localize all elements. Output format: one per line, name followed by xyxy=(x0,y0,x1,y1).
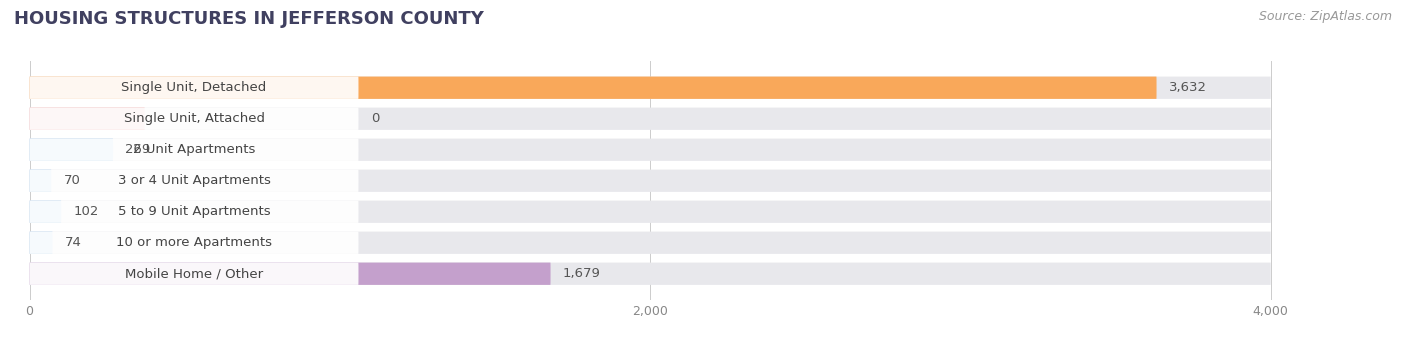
Text: 0: 0 xyxy=(371,112,380,125)
FancyBboxPatch shape xyxy=(30,77,1271,99)
Text: 3,632: 3,632 xyxy=(1168,81,1206,94)
Text: 2 Unit Apartments: 2 Unit Apartments xyxy=(132,143,256,156)
Text: 269: 269 xyxy=(125,143,150,156)
FancyBboxPatch shape xyxy=(30,107,359,130)
FancyBboxPatch shape xyxy=(30,201,1271,223)
FancyBboxPatch shape xyxy=(30,263,1271,285)
FancyBboxPatch shape xyxy=(30,263,359,285)
FancyBboxPatch shape xyxy=(30,169,359,192)
Text: Source: ZipAtlas.com: Source: ZipAtlas.com xyxy=(1258,10,1392,23)
FancyBboxPatch shape xyxy=(30,107,145,130)
FancyBboxPatch shape xyxy=(30,169,51,192)
Text: Single Unit, Attached: Single Unit, Attached xyxy=(124,112,264,125)
Text: HOUSING STRUCTURES IN JEFFERSON COUNTY: HOUSING STRUCTURES IN JEFFERSON COUNTY xyxy=(14,10,484,28)
Text: Mobile Home / Other: Mobile Home / Other xyxy=(125,267,263,280)
Text: Single Unit, Detached: Single Unit, Detached xyxy=(121,81,267,94)
FancyBboxPatch shape xyxy=(30,138,1271,161)
FancyBboxPatch shape xyxy=(30,169,1271,192)
Text: 10 or more Apartments: 10 or more Apartments xyxy=(117,236,271,249)
FancyBboxPatch shape xyxy=(30,138,359,161)
FancyBboxPatch shape xyxy=(30,107,1271,130)
FancyBboxPatch shape xyxy=(30,263,551,285)
Text: 74: 74 xyxy=(65,236,82,249)
Text: 5 to 9 Unit Apartments: 5 to 9 Unit Apartments xyxy=(118,205,270,218)
FancyBboxPatch shape xyxy=(30,232,359,254)
FancyBboxPatch shape xyxy=(30,232,1271,254)
FancyBboxPatch shape xyxy=(30,201,62,223)
FancyBboxPatch shape xyxy=(30,77,359,99)
FancyBboxPatch shape xyxy=(30,201,359,223)
Text: 70: 70 xyxy=(63,174,80,187)
FancyBboxPatch shape xyxy=(30,138,112,161)
Text: 1,679: 1,679 xyxy=(562,267,600,280)
FancyBboxPatch shape xyxy=(30,232,52,254)
FancyBboxPatch shape xyxy=(30,77,1157,99)
Text: 102: 102 xyxy=(73,205,98,218)
Text: 3 or 4 Unit Apartments: 3 or 4 Unit Apartments xyxy=(118,174,270,187)
